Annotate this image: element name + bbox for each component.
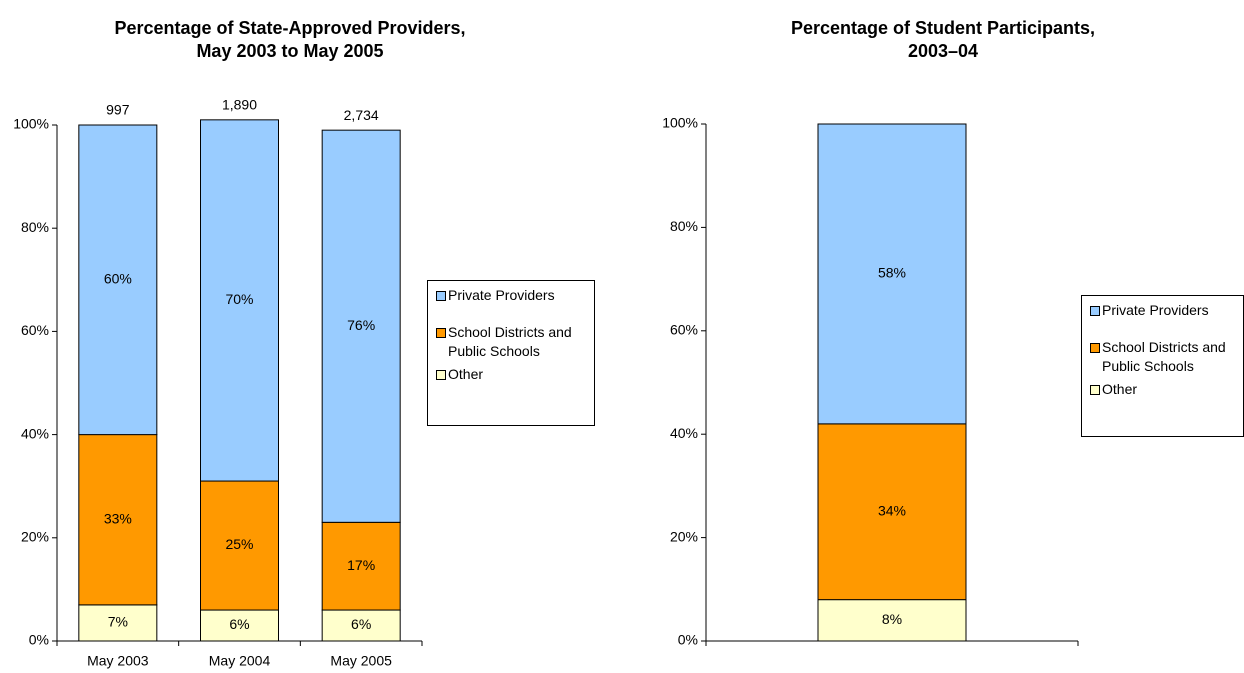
- y-tick-label: 60%: [670, 322, 698, 338]
- legend-label: Other: [1102, 381, 1138, 397]
- total-label: 1,890: [222, 97, 257, 113]
- y-tick-label: 60%: [21, 322, 49, 338]
- y-tick-label: 80%: [21, 219, 49, 235]
- legend-label: School Districts and Public Schools: [1102, 339, 1226, 374]
- value-label: 70%: [225, 291, 253, 307]
- value-label: 7%: [108, 614, 128, 630]
- legend-item: Private Providers: [432, 286, 593, 305]
- bar-segment: [817, 599, 967, 642]
- y-tick-label: 80%: [670, 218, 698, 234]
- bar-segment: [321, 609, 401, 642]
- y-tick-label: 100%: [662, 115, 698, 131]
- x-tick-label: May 2005: [330, 653, 392, 669]
- y-tick-label: 0%: [29, 632, 49, 648]
- chart-title: Percentage of Student Participants, 2003…: [790, 18, 1096, 61]
- total-label: 997: [106, 102, 130, 118]
- y-tick-label: 100%: [13, 116, 49, 132]
- value-label: 25%: [225, 536, 253, 552]
- legend-swatch: [436, 328, 446, 338]
- legend-label: Other: [448, 366, 484, 382]
- legend-label: Private Providers: [448, 287, 555, 303]
- bar-segment: [200, 480, 279, 611]
- legend-item: Other: [432, 365, 593, 384]
- y-tick-label: 20%: [670, 528, 698, 544]
- legend-swatch: [1090, 306, 1100, 316]
- y-tick-label: 0%: [678, 632, 698, 648]
- x-tick-label: May 2003: [87, 653, 149, 669]
- legend-swatch: [1090, 343, 1100, 353]
- bar-segment: [321, 521, 401, 611]
- legend: Private Providers School Districts and Pu…: [427, 280, 595, 426]
- x-tick-label: May 2004: [209, 653, 271, 669]
- legend-item: School Districts and Public Schools: [432, 323, 593, 361]
- legend-swatch: [436, 291, 446, 301]
- legend-swatch: [436, 370, 446, 380]
- legend-swatch: [1090, 385, 1100, 395]
- bar-segment: [321, 129, 401, 523]
- value-label: 60%: [104, 271, 132, 287]
- bar-segment: [817, 423, 967, 601]
- value-label: 6%: [229, 616, 249, 632]
- bar-segment: [200, 119, 279, 482]
- bar-segment: [78, 434, 158, 606]
- value-label: 33%: [104, 510, 132, 526]
- legend-item: Private Providers: [1086, 301, 1227, 320]
- value-label: 34%: [878, 502, 906, 518]
- value-label: 6%: [351, 616, 371, 632]
- y-tick-label: 40%: [21, 425, 49, 441]
- legend-label: Private Providers: [1102, 302, 1209, 318]
- value-label: 17%: [347, 557, 375, 573]
- legend-item: School Districts and Public Schools: [1086, 338, 1227, 376]
- value-label: 76%: [347, 317, 375, 333]
- y-tick-label: 20%: [21, 529, 49, 545]
- bar-segment: [817, 123, 967, 425]
- value-label: 58%: [878, 265, 906, 281]
- legend: Private Providers School Districts and Pu…: [1081, 295, 1244, 437]
- value-label: 8%: [882, 611, 902, 627]
- legend-item: Other: [1086, 380, 1227, 399]
- bar-segment: [78, 124, 158, 436]
- chart-title: Percentage of State-Approved Providers, …: [114, 18, 466, 61]
- total-label: 2,734: [344, 107, 379, 123]
- bar-segment: [78, 604, 158, 642]
- legend-label: School Districts and Public Schools: [448, 324, 572, 359]
- y-tick-label: 40%: [670, 425, 698, 441]
